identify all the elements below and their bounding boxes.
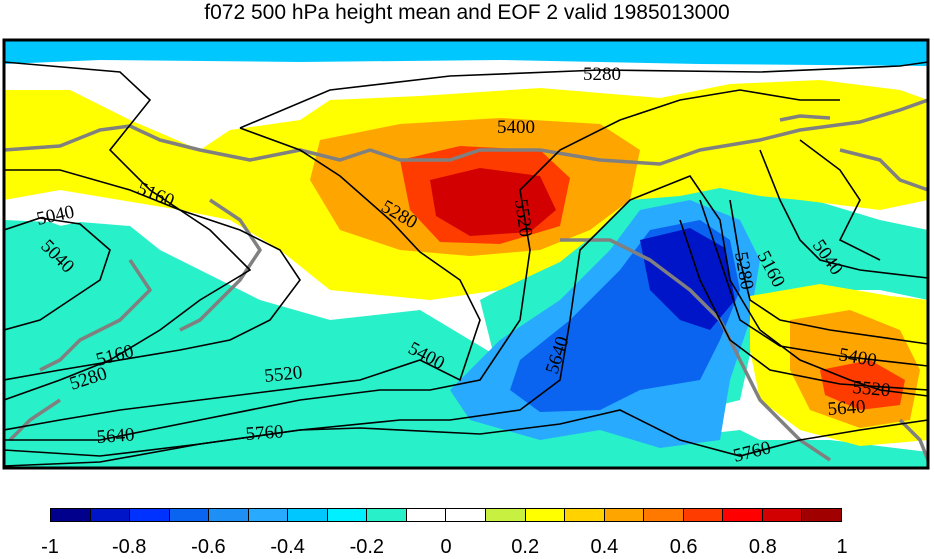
colorbar-tick-label: -1 <box>41 536 59 558</box>
colorbar-tick-label: 1 <box>836 536 848 558</box>
contour-label: 5640 <box>827 396 866 420</box>
plot-frame <box>2 38 930 470</box>
contour-5280-north <box>239 61 928 129</box>
colorbar-cell <box>51 509 91 521</box>
colorbar-cell <box>762 509 803 521</box>
colorbar-tick-label: 0.4 <box>590 536 619 558</box>
colorbar-cell <box>209 509 249 521</box>
colorbar-cell <box>802 509 841 521</box>
colorbar-tick-label: -0.8 <box>111 536 147 558</box>
colorbar-cell <box>604 509 645 521</box>
colorbar-cell <box>169 509 210 521</box>
contour-label: 5760 <box>245 421 284 445</box>
map-title: f072 500 hPa height mean and EOF 2 valid… <box>204 1 730 24</box>
colorbar-tick-labels: -1 -0.8 -0.6 -0.4 -0.2 0 0.2 0.4 0.6 0.8 1 <box>0 536 934 558</box>
colorbar-cell <box>565 509 605 521</box>
shading-cyan-top <box>4 40 928 66</box>
colorbar-cell <box>248 509 289 521</box>
colorbar-cell <box>683 509 724 521</box>
contour-5400 <box>4 127 481 431</box>
colorbar-tick-label: -0.4 <box>270 536 305 558</box>
colorbar-cell <box>486 509 526 521</box>
colorbar-tick-label: -0.6 <box>191 536 226 558</box>
contour-east-5040 <box>799 139 881 261</box>
colorbar-tick-label: 0.2 <box>511 536 540 558</box>
colorbar-cell <box>130 509 170 521</box>
colorbar-tick-label: 0.8 <box>748 536 777 558</box>
shading-aqua-south <box>4 222 928 468</box>
contour-5520 <box>4 89 840 441</box>
colorbar-cell <box>525 509 566 521</box>
colorbar-cell <box>723 509 763 521</box>
colorbar-tick-label: 0 <box>440 536 452 558</box>
colorbar-cell <box>90 509 131 521</box>
colorbar-cell <box>288 509 328 521</box>
contour-5280-main <box>4 61 252 401</box>
map-plot: 5280 5400 5160 5040 5040 5280 5520 5040 … <box>2 38 930 470</box>
contour-5160-west <box>4 169 301 381</box>
colorbar-cell <box>406 509 447 521</box>
contour-east-5520 <box>679 219 928 391</box>
shading-aqua-west <box>4 220 130 332</box>
height-contours <box>4 61 928 467</box>
colorbar-cell <box>367 509 407 521</box>
colorbar-cell <box>327 509 368 521</box>
contour-east-5160 <box>759 149 928 279</box>
colorbar-tick-label: 0.6 <box>669 536 698 558</box>
contour-5040-west <box>4 217 111 331</box>
contour-label: 5400 <box>497 117 535 138</box>
colorbar-cell <box>446 509 487 521</box>
colorbar-cell <box>644 509 684 521</box>
coastlines <box>4 98 928 462</box>
contour-label: 5520 <box>852 377 892 401</box>
colorbar-tick-label: -0.2 <box>349 536 385 558</box>
contour-label: 5280 <box>583 64 621 85</box>
colorbar <box>50 508 842 522</box>
contour-label: 5520 <box>510 198 536 239</box>
contour-east-5280 <box>729 199 928 345</box>
shading-dark-blue <box>640 228 735 330</box>
contour-label: 5640 <box>96 424 135 448</box>
contour-east-5400 <box>699 199 928 367</box>
contour-label: 5520 <box>263 362 303 387</box>
contour-5760 <box>4 409 928 467</box>
